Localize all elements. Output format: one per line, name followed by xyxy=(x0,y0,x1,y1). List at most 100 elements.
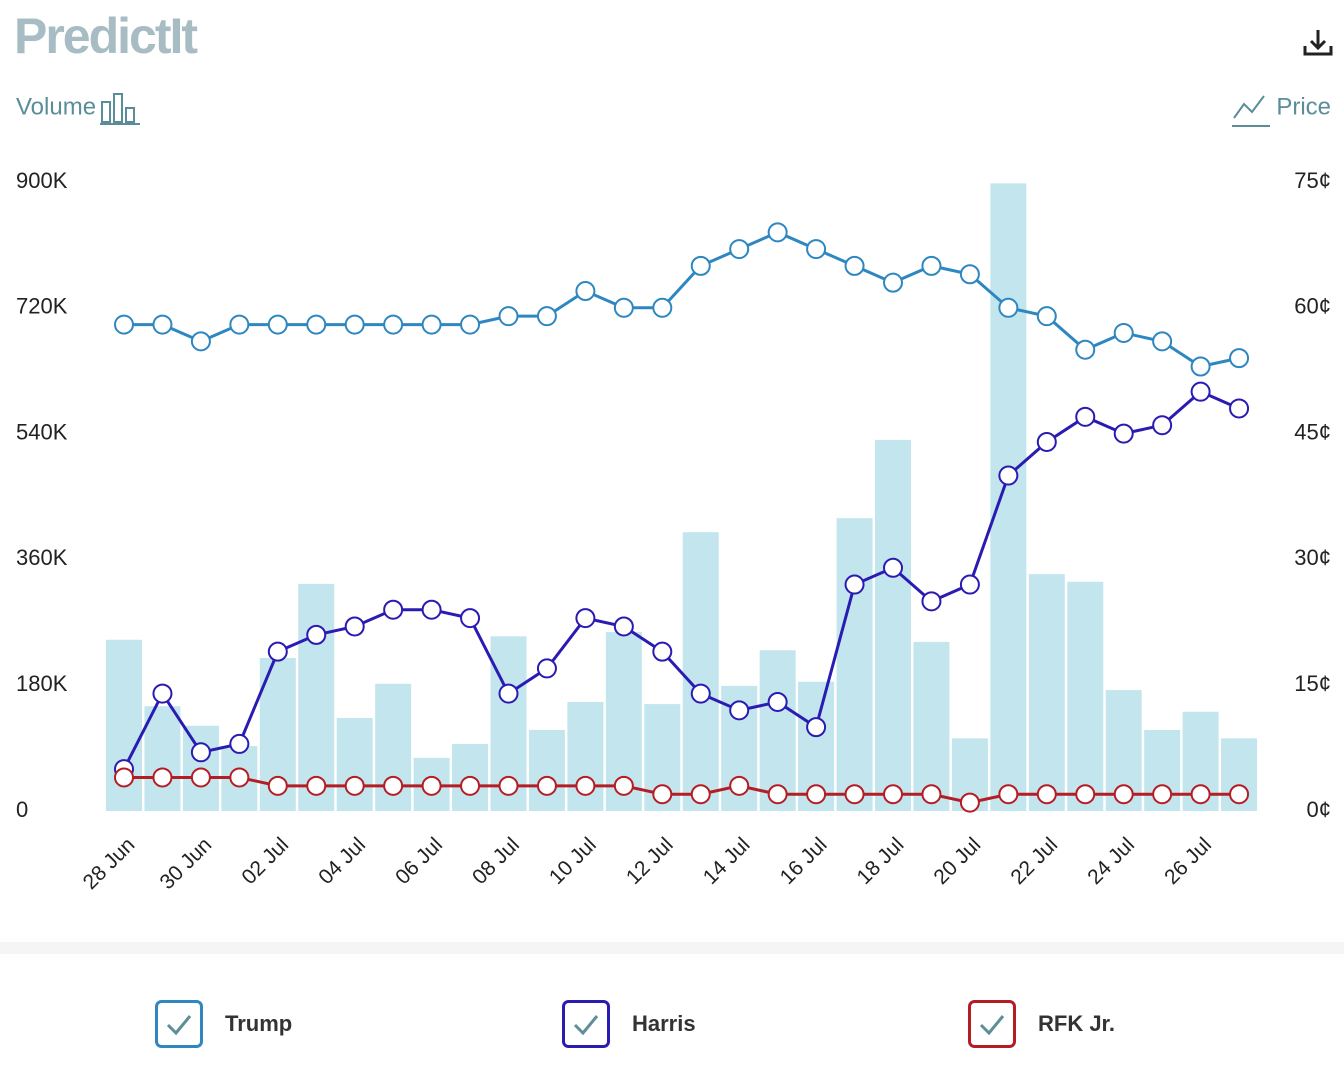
price-point xyxy=(152,683,173,704)
price-point xyxy=(844,255,865,276)
volume-bar xyxy=(1067,581,1104,811)
y-tick-label: 720K xyxy=(16,294,68,319)
x-tick-label: 20 Jul xyxy=(929,833,985,889)
x-tick-label: 24 Jul xyxy=(1083,833,1139,889)
price-point xyxy=(421,599,442,620)
legend-check xyxy=(166,1015,192,1036)
price-point xyxy=(1190,356,1211,377)
legend-check xyxy=(573,1015,599,1036)
price-point xyxy=(575,281,596,302)
price-point xyxy=(1075,784,1096,805)
price-point xyxy=(998,297,1019,318)
price-point xyxy=(1229,784,1250,805)
price-point xyxy=(652,641,673,662)
price-point xyxy=(306,624,327,645)
price-point xyxy=(1036,431,1057,452)
price-point xyxy=(460,314,481,335)
price-point xyxy=(267,314,288,335)
price-point xyxy=(114,767,134,788)
price-point xyxy=(1229,398,1250,419)
price-point xyxy=(767,222,788,243)
download-button[interactable] xyxy=(1303,30,1333,56)
price-point xyxy=(1190,381,1211,402)
y2-tick-label: 45¢ xyxy=(1294,419,1331,444)
volume-bar xyxy=(836,518,873,811)
price-point xyxy=(306,775,327,796)
price-point xyxy=(1229,348,1250,369)
price-point xyxy=(575,775,596,796)
legend-item[interactable]: RFK Jr. xyxy=(968,1000,1116,1048)
price-point xyxy=(575,608,596,629)
price-point xyxy=(806,717,827,738)
price-point xyxy=(883,272,903,293)
volume-bar xyxy=(682,532,719,811)
volume-bar xyxy=(144,706,181,811)
x-tick-label: 22 Jul xyxy=(1006,833,1062,889)
y-tick-label: 180K xyxy=(16,671,68,696)
x-tick-label: 26 Jul xyxy=(1160,833,1216,889)
price-icon xyxy=(1232,95,1270,127)
price-point xyxy=(421,775,442,796)
x-tick-label: 16 Jul xyxy=(776,833,832,889)
legend-item[interactable]: Trump xyxy=(155,1000,293,1048)
price-point xyxy=(190,331,211,352)
y2-tick-label: 75¢ xyxy=(1294,168,1331,193)
y2-tick-label: 60¢ xyxy=(1294,294,1331,319)
price-point xyxy=(1075,339,1096,360)
volume-bar xyxy=(298,583,335,811)
volume-bar xyxy=(990,183,1027,812)
price-point xyxy=(959,264,980,285)
y-tick-label: 360K xyxy=(16,545,68,570)
price-point xyxy=(344,314,365,335)
price-point xyxy=(921,591,942,612)
price-point xyxy=(344,775,365,796)
price-point xyxy=(536,658,557,679)
price-point xyxy=(1113,322,1134,343)
x-tick-label: 30 Jun xyxy=(156,833,217,894)
x-tick-label: 04 Jul xyxy=(314,833,370,889)
price-line xyxy=(124,230,1240,369)
price-point xyxy=(959,792,980,813)
y-tick-label: 0 xyxy=(16,797,28,822)
price-point xyxy=(498,683,519,704)
x-tick-label: 28 Jun xyxy=(79,833,140,894)
price-point xyxy=(306,314,327,335)
x-tick-label: 10 Jul xyxy=(545,833,601,889)
price-label: Price xyxy=(1276,93,1331,120)
price-point xyxy=(229,733,250,754)
x-tick-label: 08 Jul xyxy=(468,833,524,889)
x-tick-label: 14 Jul xyxy=(699,833,755,889)
volume-bar xyxy=(528,729,565,811)
price-point xyxy=(267,641,288,662)
separator xyxy=(0,942,1344,954)
price-point xyxy=(806,239,827,260)
logo: PredictIt xyxy=(14,8,198,64)
x-tick-label: 02 Jul xyxy=(237,833,293,889)
price-point xyxy=(883,557,903,578)
price-point xyxy=(498,775,519,796)
price-point xyxy=(690,784,711,805)
price-point xyxy=(229,767,250,788)
price-point xyxy=(1113,423,1134,444)
legend-item[interactable]: Harris xyxy=(562,1000,696,1048)
price-point xyxy=(536,775,557,796)
price-point xyxy=(806,784,827,805)
price-point xyxy=(383,775,404,796)
price-point xyxy=(998,784,1019,805)
price-point xyxy=(1152,415,1173,436)
y-tick-label: 540K xyxy=(16,419,68,444)
price-point xyxy=(613,616,634,637)
y2-tick-label: 30¢ xyxy=(1294,545,1331,570)
price-point xyxy=(498,306,519,327)
price-point xyxy=(921,784,942,805)
price-point xyxy=(267,775,288,796)
price-point xyxy=(690,683,711,704)
price-point xyxy=(767,691,788,712)
price-point xyxy=(536,306,557,327)
price-point xyxy=(460,608,481,629)
price-point xyxy=(1152,331,1173,352)
x-tick-label: 12 Jul xyxy=(622,833,678,889)
y2-tick-label: 0¢ xyxy=(1307,797,1331,822)
price-point xyxy=(1036,784,1057,805)
